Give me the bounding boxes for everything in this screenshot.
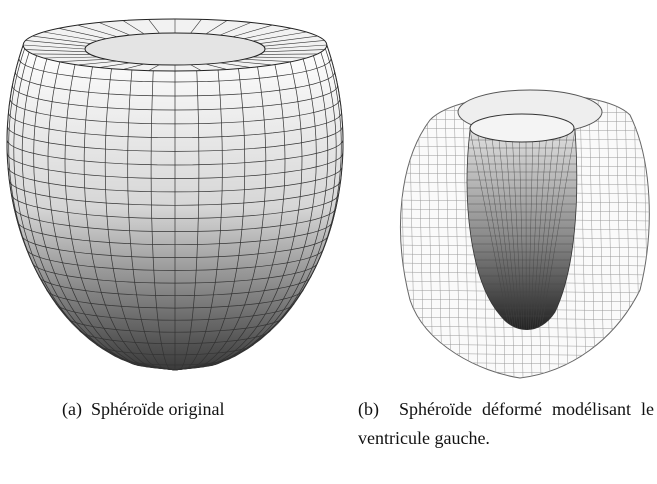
caption-b: (b) Sphéroïde déformé modélisant le vent… bbox=[358, 395, 654, 452]
caption-text: Sphéroïde original bbox=[91, 399, 224, 419]
caption-label: (a) bbox=[62, 399, 82, 419]
figure-images bbox=[0, 0, 657, 390]
page: (a) Sphéroïde original (b) Sphéroïde déf… bbox=[0, 0, 657, 484]
caption-text: Sphéroïde déformé modélisant le ventricu… bbox=[358, 399, 654, 448]
caption-a: (a) Sphéroïde original bbox=[62, 395, 224, 424]
spheroid-original bbox=[7, 19, 343, 370]
opening bbox=[85, 33, 265, 65]
inner-opening bbox=[470, 114, 574, 142]
spheroid-deformed bbox=[395, 90, 652, 378]
caption-label: (b) bbox=[358, 399, 379, 419]
